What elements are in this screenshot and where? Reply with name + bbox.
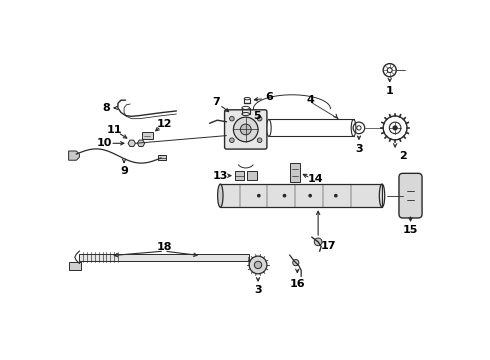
- Circle shape: [229, 116, 234, 121]
- Circle shape: [393, 126, 397, 130]
- Circle shape: [293, 260, 299, 266]
- Bar: [142, 132, 152, 139]
- Circle shape: [314, 238, 322, 246]
- Circle shape: [258, 194, 260, 197]
- Text: 16: 16: [290, 279, 305, 289]
- Bar: [79, 253, 249, 261]
- Ellipse shape: [218, 184, 223, 207]
- Circle shape: [249, 256, 267, 274]
- Circle shape: [240, 124, 251, 135]
- Text: 4: 4: [306, 95, 315, 105]
- Text: 6: 6: [265, 92, 273, 102]
- Text: 1: 1: [386, 86, 393, 96]
- Circle shape: [283, 194, 286, 197]
- Text: 18: 18: [156, 242, 172, 252]
- FancyBboxPatch shape: [399, 173, 422, 218]
- Text: 14: 14: [307, 175, 323, 184]
- Circle shape: [335, 194, 337, 197]
- Bar: [247, 171, 257, 180]
- Text: 3: 3: [254, 285, 262, 295]
- Text: 7: 7: [213, 97, 220, 107]
- Text: 10: 10: [97, 138, 113, 148]
- Text: 2: 2: [399, 150, 407, 161]
- Bar: [291, 163, 300, 182]
- Text: 3: 3: [355, 144, 363, 154]
- Bar: [69, 262, 81, 270]
- Polygon shape: [69, 151, 79, 160]
- Bar: [220, 184, 382, 207]
- Text: 9: 9: [120, 166, 128, 176]
- Circle shape: [254, 261, 262, 269]
- Text: 5: 5: [253, 111, 260, 121]
- Text: 12: 12: [157, 119, 172, 129]
- Circle shape: [257, 138, 262, 143]
- Text: 15: 15: [403, 225, 418, 235]
- Text: 17: 17: [321, 242, 337, 252]
- Circle shape: [229, 138, 234, 143]
- Text: 11: 11: [107, 125, 122, 135]
- Text: 8: 8: [102, 103, 110, 113]
- Bar: [158, 155, 166, 160]
- FancyBboxPatch shape: [224, 110, 267, 149]
- Bar: [235, 171, 244, 180]
- Circle shape: [257, 116, 262, 121]
- Circle shape: [309, 194, 311, 197]
- Circle shape: [233, 117, 258, 142]
- Text: 13: 13: [213, 171, 228, 181]
